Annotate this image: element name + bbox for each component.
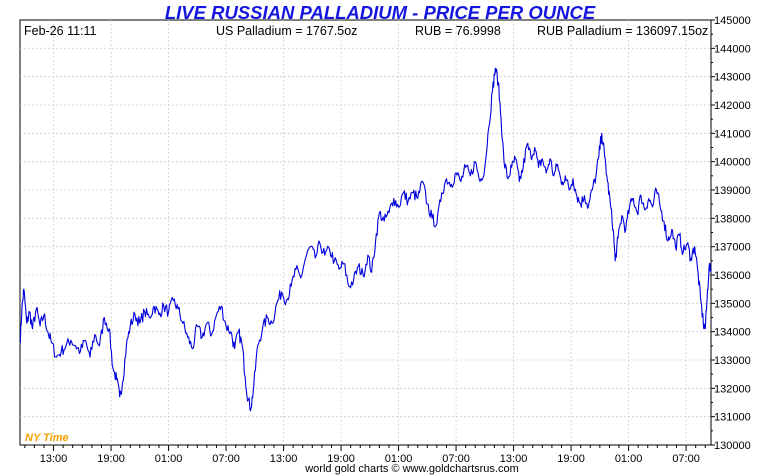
x-tick-label: 13:00 — [40, 453, 68, 465]
y-tick-label: 133000 — [714, 355, 751, 367]
y-tick-label: 136000 — [714, 270, 751, 282]
x-tick-label: 01:00 — [615, 453, 643, 465]
x-tick-label: 13:00 — [500, 453, 528, 465]
x-tick-label: 07:00 — [672, 453, 700, 465]
y-tick-label: 141000 — [714, 128, 751, 140]
x-tick-label: 19:00 — [97, 453, 125, 465]
x-tick-label: 01:00 — [155, 453, 183, 465]
header-datetime: Feb-26 11:11 — [24, 24, 97, 38]
y-tick-label: 135000 — [714, 298, 751, 310]
x-tick-label: 07:00 — [212, 453, 240, 465]
x-tick-label: 19:00 — [327, 453, 355, 465]
x-tick-label: 07:00 — [442, 453, 470, 465]
y-tick-label: 145000 — [714, 15, 751, 27]
y-tick-label: 137000 — [714, 242, 751, 254]
y-axis: 130000 131000 132000 133000 134000 135000 1360… — [711, 15, 751, 452]
y-tick-label: 144000 — [714, 43, 751, 55]
x-tick-label: 19:00 — [557, 453, 585, 465]
x-tick-label: 13:00 — [270, 453, 298, 465]
y-tick-label: 134000 — [714, 327, 751, 339]
timezone-label: NY Time — [25, 432, 69, 444]
price-series-line — [19, 67, 712, 412]
header-usd-price: US Palladium = 1767.5oz — [216, 24, 357, 38]
header-fx-rate: RUB = 76.9998 — [415, 24, 501, 38]
y-tick-label: 131000 — [714, 412, 751, 424]
plot-area — [19, 19, 712, 446]
x-tick-label: 01:00 — [385, 453, 413, 465]
y-tick-label: 142000 — [714, 100, 751, 112]
header-rub-price: RUB Palladium = 136097.15oz — [537, 24, 708, 38]
chart-credit: world gold charts © www.goldchartsrus.co… — [304, 463, 519, 475]
y-tick-label: 143000 — [714, 72, 751, 84]
y-tick-label: 140000 — [714, 157, 751, 169]
gridlines — [20, 20, 711, 445]
x-axis: 13:00 19:00 01:00 07:00 13:00 19:00 01:00 07:00… — [24, 445, 706, 465]
y-tick-label: 138000 — [714, 213, 751, 225]
y-tick-label: 130000 — [714, 440, 751, 452]
y-tick-label: 139000 — [714, 185, 751, 197]
chart-title: LIVE RUSSIAN PALLADIUM - PRICE PER OUNCE — [165, 2, 596, 23]
y-tick-label: 132000 — [714, 383, 751, 395]
